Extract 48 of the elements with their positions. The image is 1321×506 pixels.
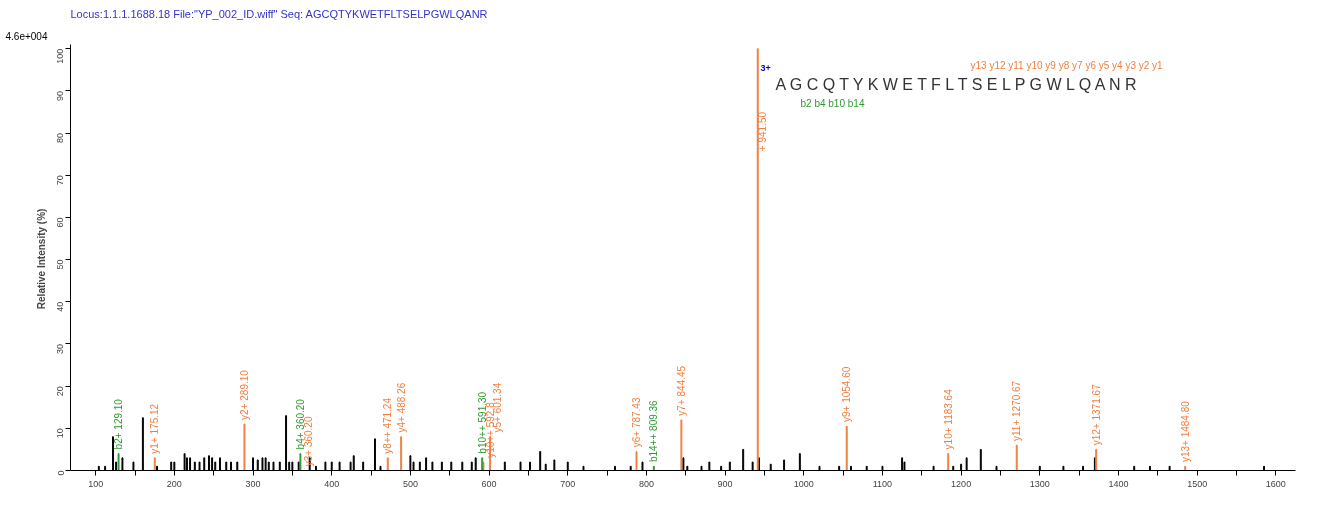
x-tick-label: 600 (481, 478, 497, 489)
annotation: 3+ (760, 62, 771, 73)
x-tick-label: 800 (638, 478, 654, 489)
y-tick-label: 90 (55, 90, 66, 101)
x-tick-label: 900 (717, 478, 733, 489)
chart-title: Locus:1.1.1.1688.18 File:"YP_002_ID.wiff" Seq: AGCQTYKWETFLTSELPGWLQANR (70, 7, 488, 20)
x-tick-label: 1200 (951, 478, 972, 489)
y-tick-label: 0 (55, 470, 66, 476)
x-tick-label: 300 (245, 478, 261, 489)
data-label: y8++ 471.24 (382, 397, 394, 454)
data-label: y6+ 787.43 (631, 397, 643, 448)
annotation: A G C Q T Y K W E T F L T S E L P G W L Q A N R (775, 75, 1137, 93)
y-tick-label: 60 (55, 217, 66, 228)
y-tick-label: 30 (55, 343, 66, 354)
x-tick-label: 1400 (1108, 478, 1129, 489)
y-tick-label: 50 (55, 259, 66, 270)
data-label: b2+ 129.10 (113, 398, 125, 450)
x-tick-label: 500 (402, 478, 418, 489)
x-tick-label: 1100 (872, 478, 893, 489)
data-label: y12+ 1371.67 (1090, 383, 1102, 446)
text: 4.6e+004 (5, 30, 48, 42)
annotation: b2 b4 b10 b14 (800, 97, 865, 109)
x-tick-label: 1500 (1187, 478, 1208, 489)
x-tick-label: 1000 (793, 478, 814, 489)
y-tick-label: 20 (55, 386, 66, 397)
annotation: y13 y12 y11 y10 y9 y8 y7 y6 y5 y4 y3 y2 y1 (970, 59, 1164, 71)
x-tick-label: 200 (166, 478, 182, 489)
x-tick-label: 700 (560, 478, 576, 489)
y-tick-label: 100 (55, 48, 66, 64)
x-tick-label: 100 (88, 478, 104, 489)
data-label: y9+ 1054.60 (841, 366, 853, 422)
data-label: y4+ 488.26 (395, 382, 407, 433)
data-label: y7+ 844.45 (675, 365, 687, 416)
data-label: y10+ 1183.64 (942, 388, 954, 450)
x-tick-label: 1600 (1265, 478, 1286, 489)
y-tick-label: 40 (55, 301, 66, 312)
data-label: y1+ 175.12 (149, 403, 161, 454)
x-tick-label: 400 (324, 478, 340, 489)
y-tick-label: 80 (55, 133, 66, 144)
y-tick-label: 10 (55, 428, 66, 439)
y-tick-label: 70 (55, 175, 66, 186)
annotation: + 941.50 (756, 111, 768, 152)
data-label: y13+ 1484.80 (1179, 400, 1191, 463)
data-label: y2+ 289.10 (238, 369, 250, 420)
y-axis-title: Relative Intensity (%) (35, 208, 47, 310)
data-label: y11+ 1270.67 (1011, 380, 1023, 441)
data-label: b14++ 809.36 (648, 399, 660, 463)
x-tick-label: 1300 (1029, 478, 1050, 489)
